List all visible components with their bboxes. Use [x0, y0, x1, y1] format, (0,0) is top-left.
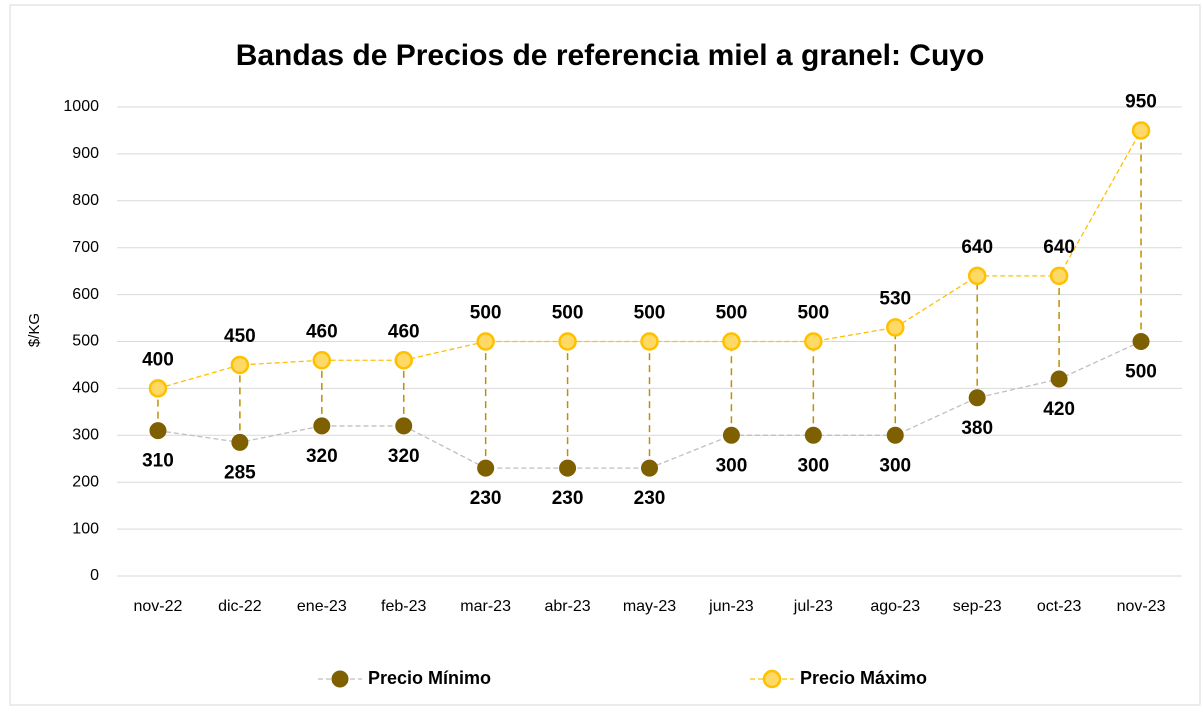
point: [722, 332, 741, 351]
point: [313, 417, 331, 435]
point: [722, 426, 740, 444]
y-tick-label: 200: [72, 473, 99, 490]
value-label: 500: [470, 303, 502, 324]
x-tick-label: ago-23: [870, 598, 920, 615]
x-tick-label: jul-23: [793, 598, 833, 615]
y-tick-label: 800: [72, 192, 99, 209]
point: [1131, 121, 1151, 140]
point: [312, 351, 332, 370]
point: [559, 459, 577, 477]
x-tick-label: ene-23: [297, 598, 347, 615]
legend-label: Precio Mínimo: [368, 668, 491, 688]
value-label: 300: [797, 455, 829, 476]
point: [641, 459, 658, 477]
legend-marker: [331, 670, 349, 688]
value-label: 320: [306, 446, 338, 467]
value-label: 230: [634, 488, 666, 509]
y-tick-label: 0: [90, 567, 99, 584]
point: [967, 266, 987, 286]
x-tick-label: sep-23: [953, 598, 1002, 615]
chart-border: [9, 4, 1201, 706]
point: [558, 332, 577, 351]
point: [886, 426, 904, 444]
point: [968, 389, 986, 407]
value-label: 420: [1043, 399, 1075, 420]
y-tick-label: 300: [72, 427, 99, 444]
y-axis-label: $/KG: [26, 313, 43, 347]
x-tick-label: nov-22: [134, 598, 183, 615]
value-label: 500: [716, 303, 748, 324]
value-label: 640: [1043, 237, 1075, 258]
y-tick-label: 100: [72, 520, 99, 537]
value-label: 530: [879, 288, 911, 309]
value-label: 500: [634, 303, 666, 324]
point: [149, 422, 167, 440]
x-tick-label: dic-22: [218, 598, 262, 615]
value-label: 450: [224, 326, 256, 347]
y-tick-label: 500: [72, 333, 99, 350]
x-tick-label: oct-23: [1037, 598, 1082, 615]
value-label: 500: [1125, 362, 1157, 383]
chart-title: Bandas de Precios de referencia miel a g…: [236, 39, 985, 72]
point: [886, 318, 905, 337]
value-label: 300: [879, 455, 911, 476]
value-label: 230: [470, 488, 502, 509]
y-tick-label: 900: [72, 145, 99, 162]
x-tick-label: jun-23: [708, 598, 754, 615]
value-label: 320: [388, 446, 420, 467]
point: [395, 417, 413, 435]
x-tick-label: abr-23: [544, 598, 590, 615]
value-label: 950: [1125, 91, 1157, 112]
point: [1050, 370, 1068, 388]
point: [231, 433, 249, 451]
value-label: 300: [716, 455, 748, 476]
point: [230, 355, 250, 375]
point: [804, 332, 823, 351]
value-label: 460: [388, 321, 420, 342]
x-tick-label: may-23: [623, 598, 676, 615]
point: [804, 426, 822, 444]
point: [640, 332, 659, 351]
value-label: 380: [961, 418, 993, 439]
value-label: 285: [224, 462, 256, 483]
y-tick-label: 700: [72, 239, 99, 256]
point: [1132, 333, 1150, 350]
y-tick-label: 1000: [63, 98, 99, 115]
point: [476, 332, 495, 351]
point: [394, 351, 413, 370]
x-tick-label: feb-23: [381, 598, 426, 615]
value-label: 500: [552, 303, 584, 324]
y-tick-label: 400: [72, 380, 99, 397]
legend-label: Precio Máximo: [800, 668, 927, 688]
value-label: 460: [306, 321, 338, 342]
y-tick-label: 600: [72, 286, 99, 303]
value-label: 640: [961, 237, 993, 258]
legend-marker: [762, 669, 782, 689]
point: [477, 459, 495, 477]
x-tick-label: mar-23: [460, 598, 511, 615]
value-label: 400: [142, 349, 174, 370]
value-label: 230: [552, 488, 584, 509]
x-tick-label: nov-23: [1117, 598, 1166, 615]
point: [148, 379, 168, 398]
point: [1049, 266, 1069, 286]
value-label: 310: [142, 451, 174, 472]
value-label: 500: [797, 303, 829, 324]
